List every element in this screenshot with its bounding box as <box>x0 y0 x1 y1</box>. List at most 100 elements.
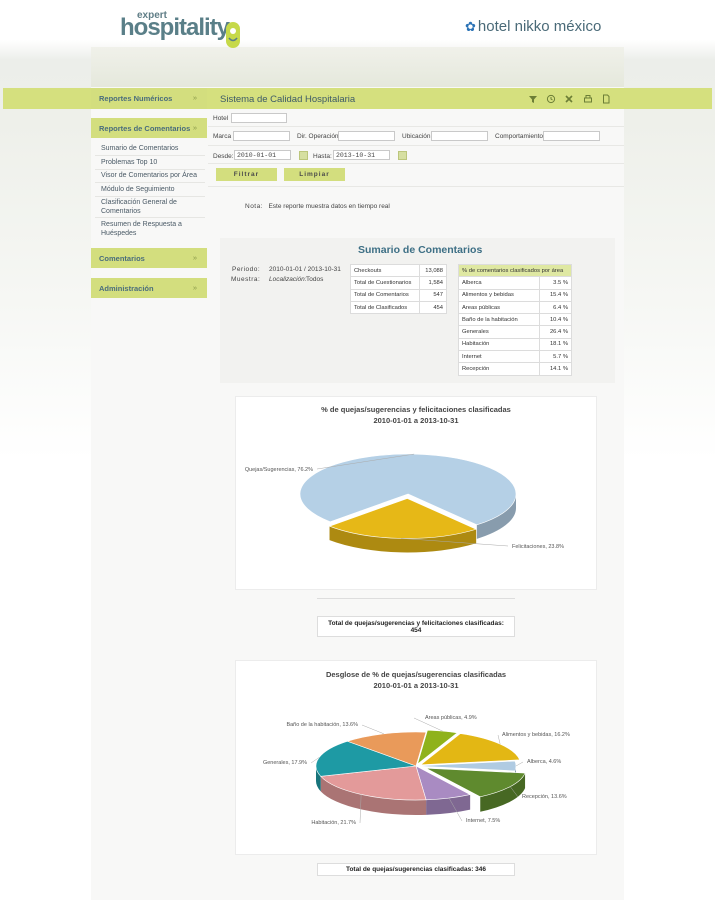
table-row: Total de Clasificados 454 <box>349 300 447 315</box>
comportamiento-input[interactable] <box>543 131 600 141</box>
data-label: Recepción, 13.6% <box>522 794 567 800</box>
ubicacion-label: Ubicación <box>402 133 431 140</box>
pie-slice[interactable] <box>299 453 517 526</box>
limpiar-button[interactable]: Limpiar <box>284 168 345 181</box>
area-value: 15.4 % <box>538 288 573 302</box>
pie-slice[interactable] <box>425 767 526 798</box>
table-row: Internet 5.7 % <box>458 350 573 364</box>
nav-reportes-numericos-label: Reportes Numéricos <box>99 94 173 103</box>
table-row: Baño de la habitación 10.4 % <box>458 313 573 327</box>
pie-slice[interactable] <box>415 760 517 772</box>
data-label: Areas públicas, 4.9% <box>425 715 477 721</box>
divider <box>95 196 205 197</box>
table-row: Generales 26.4 % <box>458 325 573 339</box>
pie-slice[interactable] <box>315 740 417 777</box>
area-label: Internet <box>458 350 540 364</box>
area-label: Areas públicas <box>458 300 540 315</box>
pie-slice-side <box>316 766 321 792</box>
table-row: Alberca 3.5 % <box>458 276 573 290</box>
nota-line: Nota: Este reporte muestra datos en tiem… <box>245 203 390 210</box>
data-label: Felicitaciones, 23.8% <box>512 544 564 550</box>
divider <box>95 169 205 170</box>
localizacion-label: Localización: <box>269 276 307 283</box>
data-label-connector <box>401 538 509 547</box>
ubicacion-input[interactable] <box>431 131 488 141</box>
nav-comentarios-label: Comentarios <box>99 254 145 263</box>
data-label: Alimentos y bebidas, 16.2% <box>502 732 570 738</box>
pie-slice[interactable] <box>320 765 427 801</box>
chart-subtitle: 2010-01-01 a 2013-10-31 <box>373 681 459 690</box>
print-icon[interactable] <box>583 94 593 104</box>
data-label-connector <box>361 724 384 735</box>
pie-slice-side <box>480 773 526 812</box>
hotel-input[interactable] <box>231 113 287 123</box>
summary-title: Sumario de Comentarios <box>358 244 483 256</box>
dir-operacion-input[interactable] <box>338 131 395 141</box>
nota-label: Nota: <box>245 203 264 210</box>
sidebar-item-visor[interactable]: Visor de Comentarios por Área <box>101 172 197 179</box>
chevron-icon: » <box>192 93 197 102</box>
excel-icon[interactable] <box>564 94 574 104</box>
data-label: Generales, 17.9% <box>263 760 307 766</box>
hasta-date-input[interactable]: 2013-10-31 <box>333 150 390 160</box>
sidebar-item-seguimiento[interactable]: Módulo de Seguimiento <box>101 186 175 193</box>
stat-label: Total de Comentarios <box>349 288 421 302</box>
pdf-icon[interactable] <box>601 94 611 104</box>
sidebar-item-sumario[interactable]: Sumario de Comentarios <box>101 145 179 152</box>
data-label: Habitación, 21.7% <box>311 820 356 826</box>
logo-expert-text: expert <box>137 10 168 21</box>
area-value: 3.5 % <box>538 276 573 290</box>
logo-mark-icon <box>226 22 240 48</box>
data-label-connector <box>448 797 463 822</box>
total1-label: Total de quejas/sugerencias y felicitaci… <box>328 620 504 627</box>
area-label: Habitación <box>458 337 540 352</box>
pie-slice-side <box>426 794 471 815</box>
chart-title: % de quejas/sugerencias y felicitaciones… <box>321 405 511 414</box>
pie-slice-side <box>329 526 477 553</box>
logo-hospitality-text: hospitality <box>120 14 230 41</box>
nav-reportes-numericos[interactable]: Reportes Numéricos » <box>91 88 207 109</box>
area-table-header: % de comentarios clasificados por área <box>458 263 572 278</box>
pie-slice[interactable] <box>419 733 521 766</box>
hotel-nikko-text: hotel nikko méxico <box>477 18 602 35</box>
stat-value: 547 <box>419 288 447 302</box>
data-label-connector <box>413 717 443 732</box>
filter-icon[interactable] <box>528 94 538 104</box>
chart-title: Desglose de % de quejas/sugerencias clas… <box>325 670 507 679</box>
nav-comentarios[interactable]: Comentarios » <box>91 248 207 268</box>
chevron-icon: » <box>192 283 197 292</box>
nav-reportes-comentarios[interactable]: Reportes de Comentarios» <box>91 118 207 138</box>
area-label: Alimentos y bebidas <box>458 288 540 302</box>
sidebar-item-clasificacion[interactable]: Clasificación General de Comentarios <box>101 199 177 215</box>
desde-date-input[interactable]: 2010-01-01 <box>234 150 291 160</box>
filtrar-button[interactable]: Filtrar <box>216 168 277 181</box>
area-label: Recepción <box>458 362 540 376</box>
sidebar-item-problemas-top10[interactable]: Problemas Top 10 <box>101 159 158 166</box>
table-row: Total de Comentarios 547 <box>349 288 447 302</box>
marca-input[interactable] <box>233 131 290 141</box>
divider <box>208 186 624 187</box>
area-value: 10.4 % <box>538 313 573 327</box>
chart-desglose-quejas: Desglose de % de quejas/sugerencias clas… <box>235 660 597 855</box>
table-row: Checkouts 13,088 <box>349 263 447 278</box>
stat-value: 454 <box>419 300 447 315</box>
table-row: Recepción 14.1 % <box>458 362 573 376</box>
desde-calendar-icon[interactable] <box>299 151 308 160</box>
nav-administracion[interactable]: Administración » <box>91 278 207 298</box>
data-label: Baño de la habitación, 13.6% <box>286 722 358 728</box>
clock-icon[interactable] <box>546 94 556 104</box>
divider <box>208 163 624 164</box>
hasta-calendar-icon[interactable] <box>398 151 407 160</box>
data-label-connector <box>310 757 320 764</box>
pie-chart-1: Quejas/Sugerencias, 76.2% Felicitaciones,… <box>245 453 564 553</box>
nav-reportes-comentarios-label: Reportes de Comentarios <box>99 124 191 133</box>
chart-quejas-felicitaciones: % de quejas/sugerencias y felicitaciones… <box>235 396 597 590</box>
table-header-row: % de comentarios clasificados por área <box>458 263 572 278</box>
area-value: 26.4 % <box>538 325 573 339</box>
divider <box>208 145 624 146</box>
sidebar-item-resumen-respuesta[interactable]: Resumen de Respuesta a Huéspedes <box>101 221 182 237</box>
chart-subtitle: 2010-01-01 a 2013-10-31 <box>373 416 459 425</box>
pie-slice[interactable] <box>346 731 427 767</box>
stats-table: Checkouts 13,088 Total de Cuestionarios 1,… <box>349 263 447 315</box>
divider <box>95 182 205 183</box>
